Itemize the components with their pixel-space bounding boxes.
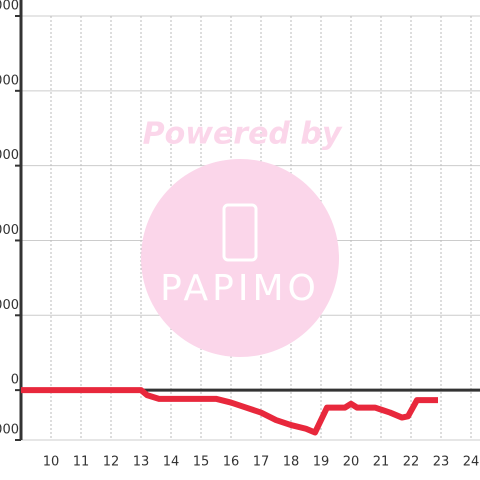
y-tick-label: 30,000 <box>0 298 19 313</box>
watermark-phone <box>222 203 258 262</box>
watermark-text: Powered by <box>143 117 343 152</box>
x-tick-label: 16 <box>223 455 240 470</box>
x-tick-label: 19 <box>313 455 330 470</box>
x-tick-label: 23 <box>433 455 450 470</box>
x-tick-label: 18 <box>283 455 300 470</box>
x-tick-label: 10 <box>43 455 60 470</box>
x-tick-label: 13 <box>133 455 150 470</box>
x-tick-label: 21 <box>373 455 390 470</box>
x-tick-label: 22 <box>403 455 420 470</box>
y-tick-label: 0 <box>11 373 19 388</box>
x-tick-label: 17 <box>253 455 270 470</box>
line <box>21 387 438 436</box>
y-tick-label: 90,000 <box>0 148 19 163</box>
y-tick-label: 150,000 <box>0 0 19 14</box>
x-tick-label: 12 <box>103 455 120 470</box>
x-tick-label: 15 <box>193 455 210 470</box>
y-tick-label: -20,000 <box>0 423 19 438</box>
watermark-circle <box>141 159 339 357</box>
x-tick-label: 20 <box>343 455 360 470</box>
watermark-logo: PAPIMO <box>160 268 320 309</box>
y-tick-label: 120,000 <box>0 73 19 88</box>
x-tick-label: 11 <box>73 455 90 470</box>
x-tick-label: 24 <box>463 455 480 470</box>
y-tick-label: 60,000 <box>0 223 19 238</box>
x-tick-label: 14 <box>163 455 180 470</box>
